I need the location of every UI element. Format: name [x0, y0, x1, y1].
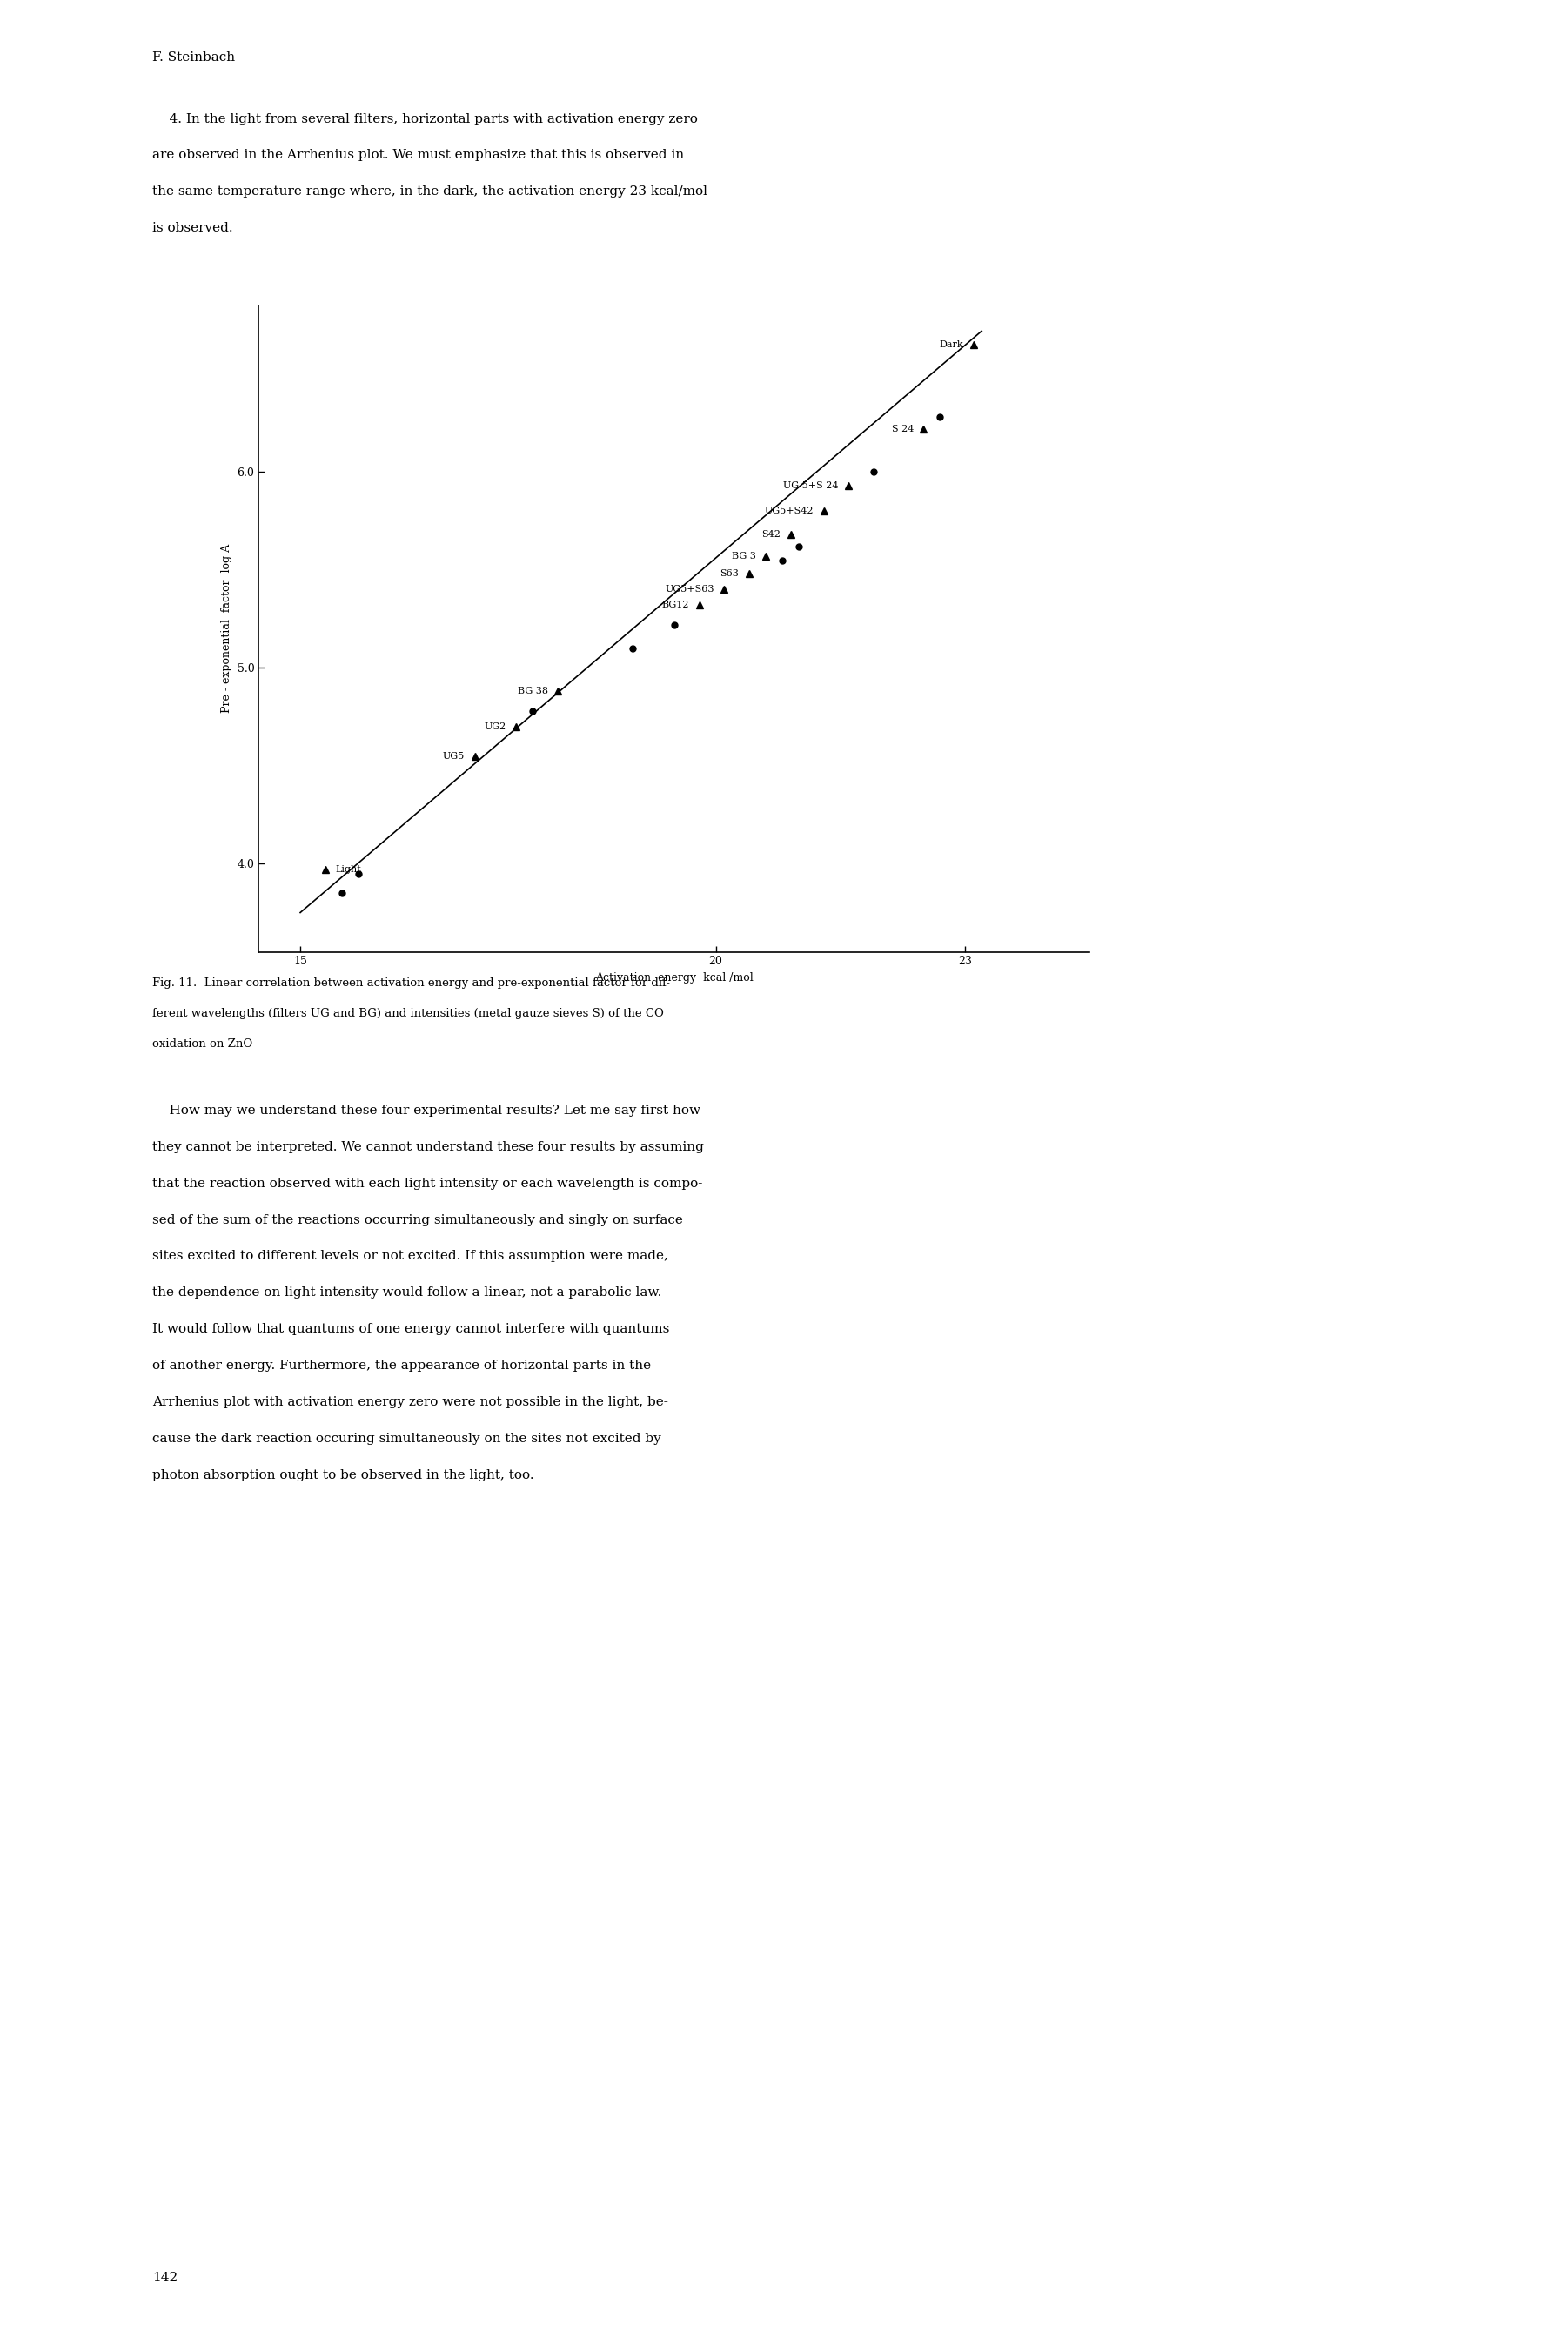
Text: cause the dark reaction occuring simultaneously on the sites not excited by: cause the dark reaction occuring simulta… — [152, 1434, 662, 1445]
Text: S 24: S 24 — [892, 425, 914, 432]
Text: UG 5+S 24: UG 5+S 24 — [784, 482, 839, 491]
Text: BG 38: BG 38 — [517, 686, 547, 696]
Text: S63: S63 — [720, 569, 739, 578]
Text: Fig. 11.  Linear correlation between activation energy and pre-exponential facto: Fig. 11. Linear correlation between acti… — [152, 978, 670, 989]
Y-axis label: Pre - exponential  factor  log A: Pre - exponential factor log A — [221, 545, 232, 712]
Text: the dependence on light intensity would follow a linear, not a parabolic law.: the dependence on light intensity would … — [152, 1288, 662, 1300]
Text: S42: S42 — [762, 531, 781, 538]
Text: 142: 142 — [152, 2272, 177, 2284]
Text: photon absorption ought to be observed in the light, too.: photon absorption ought to be observed i… — [152, 1469, 533, 1480]
Text: ferent wavelengths (filters UG and BG) and intensities (metal gauze sieves S) of: ferent wavelengths (filters UG and BG) a… — [152, 1008, 663, 1020]
Text: sed of the sum of the reactions occurring simultaneously and singly on surface: sed of the sum of the reactions occurrin… — [152, 1213, 682, 1227]
Text: UG5: UG5 — [442, 752, 464, 761]
Text: the same temperature range where, in the dark, the activation energy 23 kcal/mol: the same temperature range where, in the… — [152, 186, 707, 197]
Text: 4. In the light from several filters, horizontal parts with activation energy ze: 4. In the light from several filters, ho… — [152, 113, 698, 125]
X-axis label: Activation  energy  kcal /mol: Activation energy kcal /mol — [596, 973, 753, 982]
Text: that the reaction observed with each light intensity or each wavelength is compo: that the reaction observed with each lig… — [152, 1177, 702, 1189]
Text: UG5+S63: UG5+S63 — [665, 585, 713, 595]
Text: Arrhenius plot with activation energy zero were not possible in the light, be-: Arrhenius plot with activation energy ze… — [152, 1396, 668, 1408]
Text: Light: Light — [336, 865, 361, 874]
Text: How may we understand these four experimental results? Let me say first how: How may we understand these four experim… — [152, 1104, 701, 1116]
Text: Dark: Dark — [939, 341, 963, 350]
Text: F. Steinbach: F. Steinbach — [152, 52, 235, 63]
Text: It would follow that quantums of one energy cannot interfere with quantums: It would follow that quantums of one ene… — [152, 1323, 670, 1335]
Text: sites excited to different levels or not excited. If this assumption were made,: sites excited to different levels or not… — [152, 1250, 668, 1262]
Text: BG 3: BG 3 — [731, 552, 756, 562]
Text: UG5+S42: UG5+S42 — [765, 508, 814, 515]
Text: BG12: BG12 — [662, 602, 690, 609]
Text: oxidation on ZnO: oxidation on ZnO — [152, 1039, 252, 1050]
Text: is observed.: is observed. — [152, 221, 232, 235]
Text: are observed in the Arrhenius plot. We must emphasize that this is observed in: are observed in the Arrhenius plot. We m… — [152, 150, 684, 162]
Text: they cannot be interpreted. We cannot understand these four results by assuming: they cannot be interpreted. We cannot un… — [152, 1142, 704, 1154]
Text: UG2: UG2 — [485, 721, 506, 731]
Text: of another energy. Furthermore, the appearance of horizontal parts in the: of another energy. Furthermore, the appe… — [152, 1358, 651, 1372]
